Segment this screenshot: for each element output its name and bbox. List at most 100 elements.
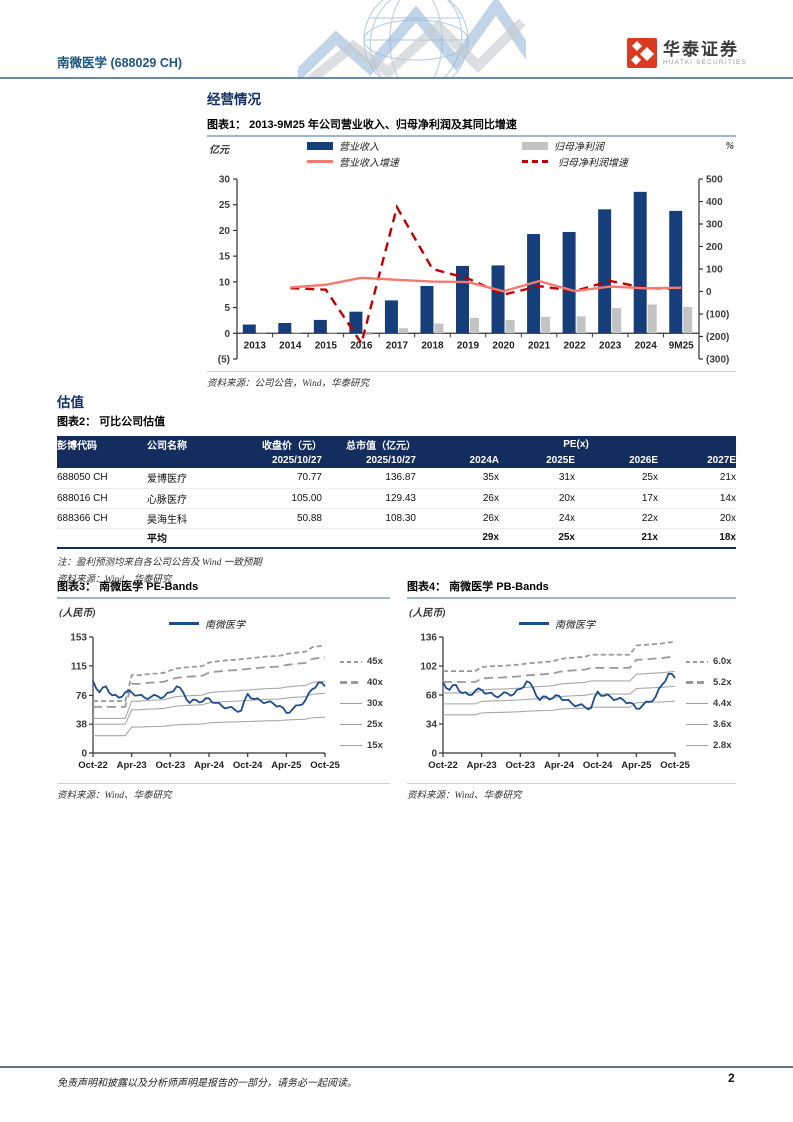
band-line-swatch	[686, 724, 708, 725]
table-cell: 129.43	[322, 488, 416, 509]
table-cell: 108.30	[322, 508, 416, 529]
svg-text:Oct-22: Oct-22	[428, 760, 458, 771]
svg-text:Oct-23: Oct-23	[506, 760, 536, 771]
table-cell: 22x	[575, 508, 658, 529]
table-cell: 21x	[658, 468, 736, 489]
svg-text:Apr-23: Apr-23	[467, 760, 497, 771]
legend-item-revenue: 营业收入	[307, 138, 379, 153]
figure-1: 图表1： 2013-9M25 年公司营业收入、归母净利润及其同比增速 亿元 % …	[207, 116, 736, 389]
band-multiple-label: 6.0x	[713, 656, 732, 667]
footer-rule	[0, 1066, 793, 1068]
svg-text:Apr-24: Apr-24	[194, 760, 225, 771]
table-cell	[219, 527, 322, 549]
figure-3: 图表3： 南微医学 PE-Bands (人民币) 南微医学 153 115 76 38…	[57, 578, 390, 801]
subheader-cell: 2025/10/27	[219, 452, 322, 468]
revenue-bar-swatch	[307, 141, 333, 150]
svg-text:Apr-24: Apr-24	[544, 760, 575, 771]
table-cell: 昊海生科	[147, 508, 219, 529]
figure-3-source: 资料来源：Wind、华泰研究	[57, 783, 390, 801]
left-axis-unit: 亿元	[209, 145, 229, 156]
band-legend-item: 4.4x	[686, 693, 736, 714]
band-line-swatch	[340, 703, 362, 704]
table-average-row: 平均 29x 25x 21x 18x	[57, 527, 736, 549]
legend-label: 归母净利润增速	[558, 158, 628, 169]
svg-text:76: 76	[76, 691, 88, 702]
table-header: 彭博代码 公司名称 收盘价（元） 总市值（亿元） PE(x) 2025/10/2…	[57, 436, 736, 468]
band-line-swatch	[686, 745, 708, 746]
figure-2-note: 注：盈利预测均来自各公司公告及 Wind 一致预期	[57, 558, 262, 568]
table-subheader-row: 2025/10/27 2025/10/27 2024A 2025E 2026E 2027E	[57, 452, 736, 468]
table-cell: 688016 CH	[57, 488, 147, 509]
table-cell: 17x	[575, 488, 658, 509]
band-multiple-label: 4.4x	[713, 698, 732, 709]
subheader-cell: 2025E	[499, 452, 575, 468]
svg-text:Oct-24: Oct-24	[233, 760, 263, 771]
table-cell	[57, 527, 147, 549]
subheader-cell	[147, 452, 219, 468]
header-rule	[0, 77, 793, 79]
band-multiple-label: 25x	[367, 719, 383, 730]
svg-text:Oct-25: Oct-25	[310, 760, 340, 771]
table-cell: 29x	[416, 527, 499, 549]
table-cell: 18x	[658, 527, 736, 549]
col-header-code: 彭博代码	[57, 436, 147, 452]
band-line-swatch	[686, 681, 708, 684]
footer-disclaimer: 免责声明和披露以及分析师声明是报告的一部分，请务必一起阅读。	[57, 1078, 357, 1089]
band-legend-item: 3.6x	[686, 714, 736, 735]
table-cell: 24x	[499, 508, 575, 529]
netprofit-growth-dash-swatch	[522, 160, 552, 163]
band-legend-item: 5.2x	[686, 672, 736, 693]
svg-text:2014: 2014	[279, 340, 302, 351]
band-line-swatch	[686, 660, 708, 663]
svg-text:2021: 2021	[528, 340, 551, 351]
svg-text:34: 34	[426, 720, 438, 731]
brand-name-en: HUATAI SECURITIES	[663, 59, 748, 66]
band-legend-item: 15x	[340, 735, 390, 756]
svg-text:(200): (200)	[706, 332, 729, 343]
legend-label: 营业收入增速	[339, 158, 399, 169]
figure-2: 图表2： 可比公司估值 彭博代码 公司名称 收盘价（元） 总市值（亿元） PE(…	[57, 413, 736, 585]
svg-text:0: 0	[81, 749, 87, 760]
figure-4-canvas: (人民币) 南微医学 136 102 68 34 0 Oct-22 Apr-23 Oct-23…	[407, 599, 736, 783]
logo-icon	[627, 38, 657, 68]
svg-text:(5): (5)	[218, 355, 230, 366]
svg-text:2024: 2024	[635, 340, 658, 351]
band-multiple-label: 45x	[367, 656, 383, 667]
subheader-cell: 2025/10/27	[322, 452, 416, 468]
svg-text:9M25: 9M25	[669, 340, 694, 351]
band-legend-item: 25x	[340, 714, 390, 735]
table-cell: 25x	[575, 468, 658, 489]
svg-text:2018: 2018	[421, 340, 444, 351]
legend-item-netprofit: 归母净利润	[522, 138, 604, 153]
table-cell: 26x	[416, 508, 499, 529]
netprofit-bar-swatch	[522, 141, 548, 150]
figure-3-title: 图表3： 南微医学 PE-Bands	[57, 578, 390, 599]
table-row: 688016 CH 心脉医疗 105.00 129.43 26x 20x 17x 14x	[57, 488, 736, 509]
svg-text:136: 136	[420, 633, 437, 644]
section-title-operations: 经营情况	[207, 92, 261, 107]
band-line-swatch	[340, 724, 362, 725]
pb-band-legend: 6.0x 5.2x 4.4x 3.6x 2.8x	[686, 651, 736, 756]
huatai-logo: 华泰证券 HUATAI SECURITIES	[627, 38, 747, 68]
svg-text:Oct-24: Oct-24	[583, 760, 613, 771]
table-cell: 50.88	[219, 508, 322, 529]
figure-1-title: 图表1： 2013-9M25 年公司营业收入、归母净利润及其同比增速	[207, 116, 736, 137]
brand-text: 华泰证券 HUATAI SECURITIES	[663, 40, 747, 66]
table-cell: 20x	[499, 488, 575, 509]
figure-2-source: 资料来源：Wind，华泰研究	[57, 575, 172, 585]
band-line-swatch	[340, 745, 362, 746]
band-multiple-label: 3.6x	[713, 719, 732, 730]
table-cell: 688050 CH	[57, 468, 147, 489]
figure-1-canvas: 亿元 % 营业收入 归母净利润 营业收入增速 归母净利润增速 30 25 20 15 1…	[207, 137, 736, 371]
svg-text:5: 5	[224, 303, 230, 314]
subheader-cell: 2027E	[658, 452, 736, 468]
subheader-cell: 2024A	[416, 452, 499, 468]
legend-label: 南微医学	[555, 620, 595, 632]
svg-text:2020: 2020	[492, 340, 515, 351]
svg-text:500: 500	[706, 175, 723, 186]
col-header-pe-group: PE(x)	[416, 436, 736, 452]
table-cell: 爱博医疗	[147, 468, 219, 489]
table-cell	[322, 527, 416, 549]
